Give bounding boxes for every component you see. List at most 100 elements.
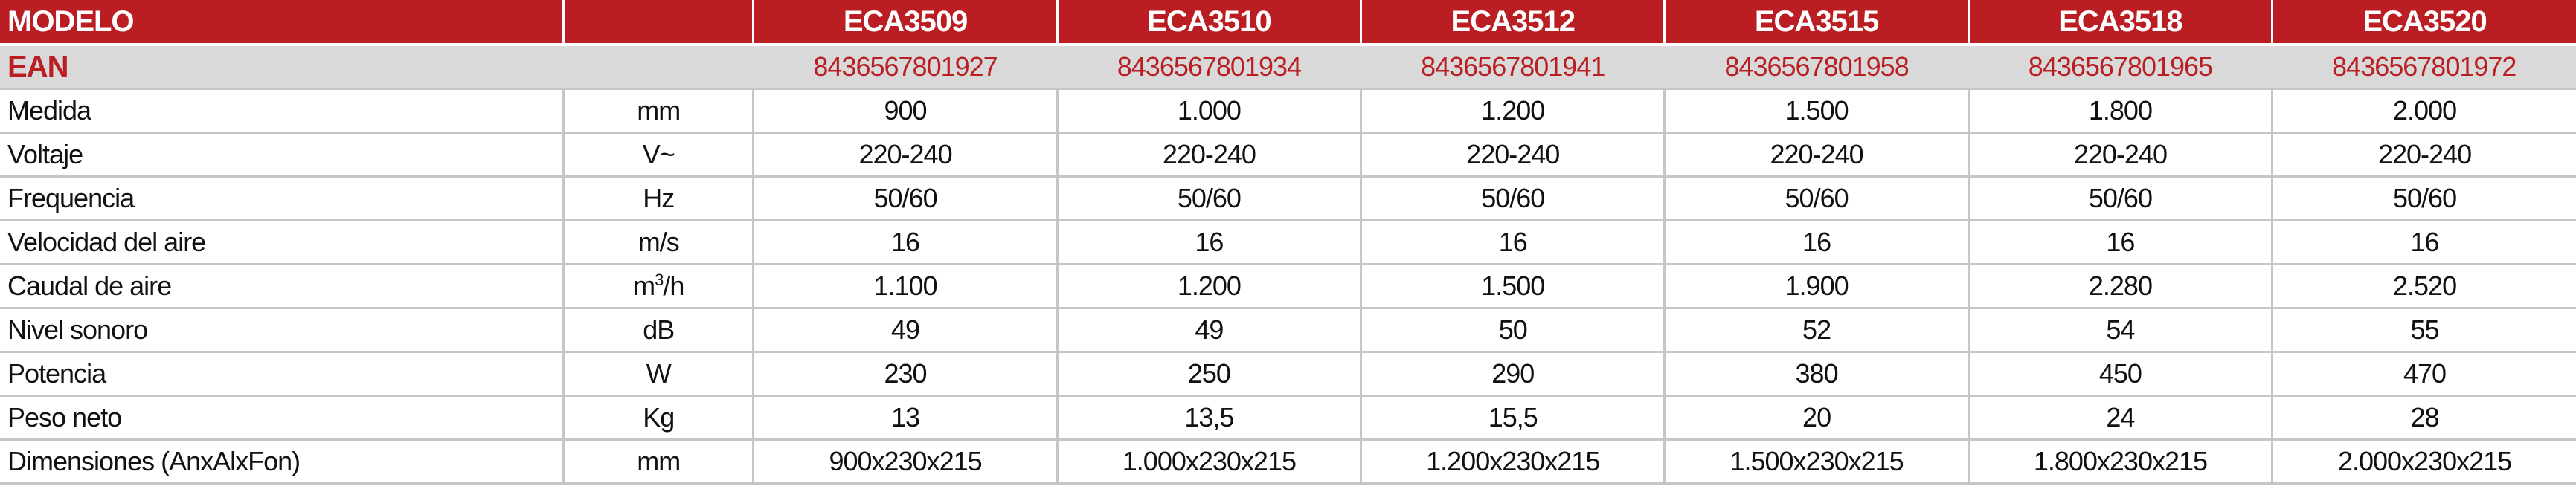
cell-value: 8436567801941 <box>1361 45 1665 90</box>
row-unit: W <box>562 352 754 397</box>
cell-value: 15,5 <box>1360 395 1665 441</box>
cell-value: 16 <box>1056 220 1361 265</box>
cell-value: 2.520 <box>2271 264 2576 309</box>
cell-value: 1.200 <box>1056 264 1361 309</box>
cell-value: 8436567801958 <box>1664 45 1969 90</box>
table-row: Caudal de aire m3/h 1.100 1.200 1.500 1.900 2.… <box>0 264 2576 309</box>
row-unit: mm <box>562 88 754 134</box>
table-row: Medida mm 900 1.000 1.200 1.500 1.800 2.000 <box>0 88 2576 134</box>
cell-value: 8436567801965 <box>1968 45 2273 90</box>
row-label: Frequencia <box>0 176 564 221</box>
cell-value: 1.200 <box>1360 88 1665 134</box>
cell-value: 220-240 <box>1967 132 2273 178</box>
cell-value: ECA3520 <box>2271 0 2576 46</box>
cell-value: 16 <box>2271 220 2576 265</box>
cell-value: 2.280 <box>1967 264 2273 309</box>
cell-value: 220-240 <box>1360 132 1665 178</box>
cell-value: 450 <box>1967 352 2273 397</box>
cell-value: 13,5 <box>1056 395 1361 441</box>
cell-value: 50/60 <box>1056 176 1361 221</box>
row-label: Voltaje <box>0 132 564 178</box>
table-row: Nivel sonoro dB 49 49 50 52 54 55 <box>0 308 2576 353</box>
cell-value: 1.100 <box>752 264 1058 309</box>
table-row: Peso neto Kg 13 13,5 15,5 20 24 28 <box>0 395 2576 441</box>
cell-value: ECA3512 <box>1360 0 1665 46</box>
cell-value: 50/60 <box>2271 176 2576 221</box>
cell-value: 16 <box>752 220 1058 265</box>
cell-value: 380 <box>1663 352 1969 397</box>
cell-value: 50/60 <box>752 176 1058 221</box>
ean-row: EAN 8436567801927 8436567801934 84365678019… <box>0 45 2576 90</box>
cell-value: 1.800 <box>1967 88 2273 134</box>
row-label: Velocidad del aire <box>0 220 564 265</box>
table-row: Velocidad del aire m/s 16 16 16 16 16 16 <box>0 220 2576 265</box>
row-unit: dB <box>562 308 754 353</box>
cell-value: 1.900 <box>1663 264 1969 309</box>
table-row: Frequencia Hz 50/60 50/60 50/60 50/60 50/60 50/… <box>0 176 2576 221</box>
cell-value: 16 <box>1663 220 1969 265</box>
cell-value: 13 <box>752 395 1058 441</box>
cell-value: 220-240 <box>1056 132 1361 178</box>
cell-value: 900x230x215 <box>752 439 1058 485</box>
cell-value: 2.000 <box>2271 88 2576 134</box>
cell-value: ECA3509 <box>752 0 1058 46</box>
cell-value: 16 <box>1360 220 1665 265</box>
cell-value: 52 <box>1663 308 1969 353</box>
cell-value: ECA3510 <box>1056 0 1361 46</box>
cell-value: ECA3515 <box>1663 0 1969 46</box>
cell-value: 28 <box>2271 395 2576 441</box>
row-label: Nivel sonoro <box>0 308 564 353</box>
cell-value: 470 <box>2271 352 2576 397</box>
row-label: MODELO <box>0 0 564 46</box>
cell-value: 50/60 <box>1360 176 1665 221</box>
cell-value: 900 <box>752 88 1058 134</box>
table-row: Dimensiones (AnxAlxFon) mm 900x230x215 1.00… <box>0 439 2576 485</box>
cell-value: 50/60 <box>1967 176 2273 221</box>
row-label: Dimensiones (AnxAlxFon) <box>0 439 564 485</box>
row-unit: Hz <box>562 176 754 221</box>
cell-value: 230 <box>752 352 1058 397</box>
cell-value: 1.800x230x215 <box>1967 439 2273 485</box>
row-unit: mm <box>562 439 754 485</box>
cell-value: 8436567801934 <box>1057 45 1361 90</box>
row-unit: Kg <box>562 395 754 441</box>
cell-value: 1.500x230x215 <box>1663 439 1969 485</box>
row-unit <box>562 0 754 46</box>
cell-value: 16 <box>1967 220 2273 265</box>
cell-value: 20 <box>1663 395 1969 441</box>
cell-value: 220-240 <box>2271 132 2576 178</box>
header-row: MODELO ECA3509 ECA3510 ECA3512 ECA3515 ECA351… <box>0 0 2576 46</box>
row-label: EAN <box>0 45 564 90</box>
cell-value: 1.000x230x215 <box>1056 439 1361 485</box>
row-unit <box>563 45 754 90</box>
row-label: Medida <box>0 88 564 134</box>
cell-value: 2.000x230x215 <box>2271 439 2576 485</box>
cell-value: 24 <box>1967 395 2273 441</box>
cell-value: 49 <box>1056 308 1361 353</box>
row-label: Caudal de aire <box>0 264 564 309</box>
cell-value: 1.500 <box>1360 264 1665 309</box>
cell-value: 50/60 <box>1663 176 1969 221</box>
cell-value: ECA3518 <box>1967 0 2273 46</box>
cell-value: 55 <box>2271 308 2576 353</box>
row-label: Potencia <box>0 352 564 397</box>
cell-value: 8436567801927 <box>753 45 1058 90</box>
row-unit: m/s <box>562 220 754 265</box>
cell-value: 49 <box>752 308 1058 353</box>
cell-value: 290 <box>1360 352 1665 397</box>
cell-value: 54 <box>1967 308 2273 353</box>
cell-value: 8436567801972 <box>2272 45 2576 90</box>
cell-value: 50 <box>1360 308 1665 353</box>
table-row: Potencia W 230 250 290 380 450 470 <box>0 352 2576 397</box>
cell-value: 1.500 <box>1663 88 1969 134</box>
row-unit: V~ <box>562 132 754 178</box>
row-label: Peso neto <box>0 395 564 441</box>
cell-value: 250 <box>1056 352 1361 397</box>
row-unit: m3/h <box>562 264 754 309</box>
table-row: Voltaje V~ 220-240 220-240 220-240 220-240 220… <box>0 132 2576 178</box>
cell-value: 1.000 <box>1056 88 1361 134</box>
cell-value: 220-240 <box>1663 132 1969 178</box>
cell-value: 220-240 <box>752 132 1058 178</box>
cell-value: 1.200x230x215 <box>1360 439 1665 485</box>
